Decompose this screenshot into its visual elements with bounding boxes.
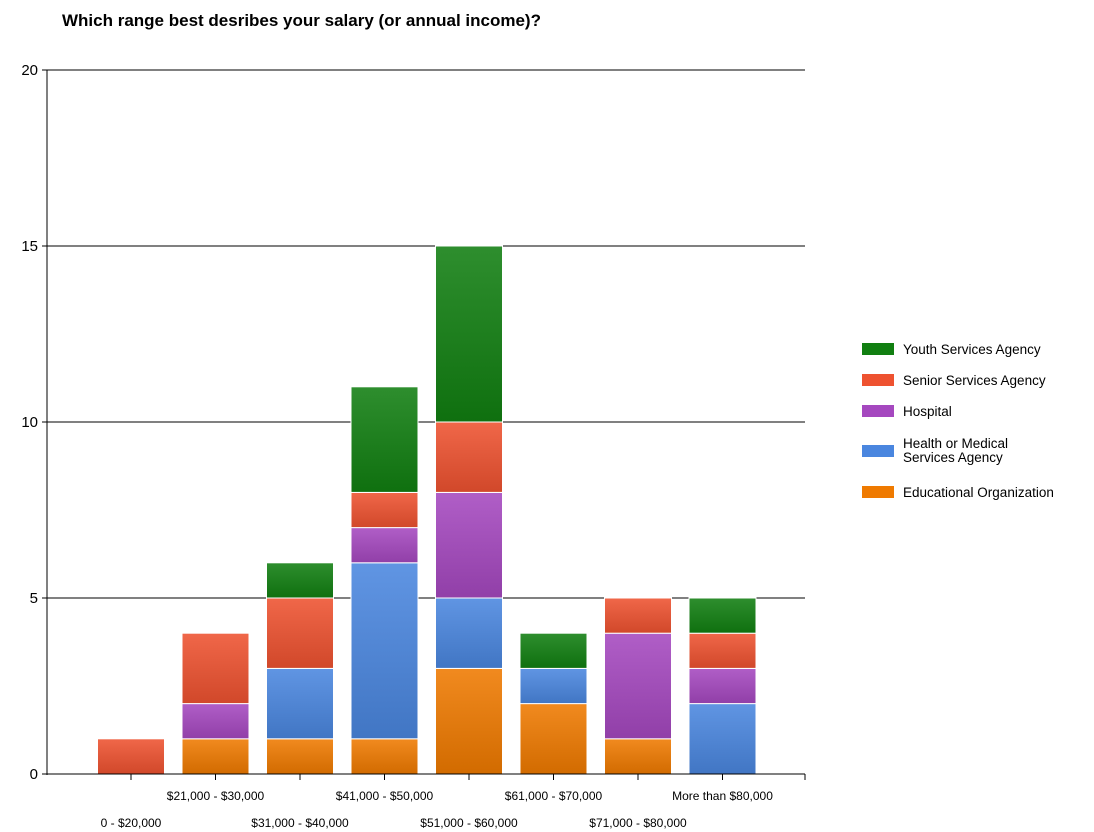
bar-segment-youth-services-agency [688,597,757,634]
legend-swatch [862,405,894,417]
legend-item-senior-services-agency: Senior Services Agency [862,373,1046,388]
bar-segment-educational-organization [350,738,419,775]
bar-segment-senior-services-agency [350,491,419,529]
legend-label: Senior Services Agency [903,373,1046,388]
bar-segment-senior-services-agency [604,597,672,634]
x-tick-label: $71,000 - $80,000 [589,816,687,830]
bar-segment-hospital [350,527,419,564]
bar-segment-youth-services-agency [519,632,588,669]
legend-label: Youth Services Agency [903,342,1041,357]
bar-segment-educational-organization [266,738,334,775]
x-tick-label: $41,000 - $50,000 [336,789,434,803]
bar-segment-hospital [688,667,757,705]
legend-label: Health or Medical Services Agency [903,436,1008,465]
bar-segment-educational-organization [604,738,672,775]
bar-segment-health-or-medical-services-agency [688,703,757,775]
x-tick-label: $61,000 - $70,000 [505,789,603,803]
bar-segment-senior-services-agency [688,632,757,669]
legend-label: Hospital [903,404,952,419]
legend-item-educational-organization: Educational Organization [862,485,1054,500]
bar-segment-senior-services-agency [266,597,334,669]
bar-segment-hospital [181,703,250,740]
legend-item-youth-services-agency: Youth Services Agency [862,342,1041,357]
bar-segment-youth-services-agency [350,386,419,493]
legend-label: Educational Organization [903,485,1054,500]
y-tick-label: 10 [21,414,38,431]
y-tick-label: 5 [30,590,38,607]
x-tick-label: $51,000 - $60,000 [420,816,518,830]
x-tick-label: 0 - $20,000 [101,816,162,830]
bars-group [97,245,757,775]
bar-segment-educational-organization [181,738,250,775]
bar-segment-youth-services-agency [266,562,334,599]
legend-swatch [862,445,894,457]
bar-segment-educational-organization [435,667,503,775]
gridlines [47,69,805,599]
chart-title: Which range best desribes your salary (o… [62,11,541,30]
legend-swatch [862,486,894,498]
bar-segment-health-or-medical-services-agency [266,667,334,740]
bar-segment-educational-organization [519,703,588,775]
bar-segment-senior-services-agency [181,632,250,705]
bar-segment-senior-services-agency [435,421,503,493]
legend-item-hospital: Hospital [862,404,952,419]
bar-segment-hospital [604,632,672,740]
bar-segment-hospital [435,491,503,599]
legend-item-health-or-medical-services-agency: Health or Medical Services Agency [862,436,1008,465]
legend-swatch [862,343,894,355]
bar-segment-health-or-medical-services-agency [519,667,588,705]
x-tick-label: $31,000 - $40,000 [251,816,349,830]
bar-segment-senior-services-agency [97,738,165,775]
legend: Youth Services Agency Senior Services Age… [862,342,1054,500]
x-tick-label: More than $80,000 [672,789,773,803]
y-tick-label: 15 [21,238,38,255]
y-tick-label: 0 [30,766,38,783]
x-axis-ticks: 0 - $20,000 $21,000 - $30,000 $31,000 - $4… [101,774,806,830]
bar-segment-health-or-medical-services-agency [350,562,419,740]
legend-swatch [862,374,894,386]
bar-segment-youth-services-agency [435,245,503,423]
y-axis-ticks: 0 5 10 15 20 [21,62,47,783]
y-tick-label: 20 [21,62,38,79]
bar-segment-health-or-medical-services-agency [435,597,503,669]
x-tick-label: $21,000 - $30,000 [167,789,265,803]
